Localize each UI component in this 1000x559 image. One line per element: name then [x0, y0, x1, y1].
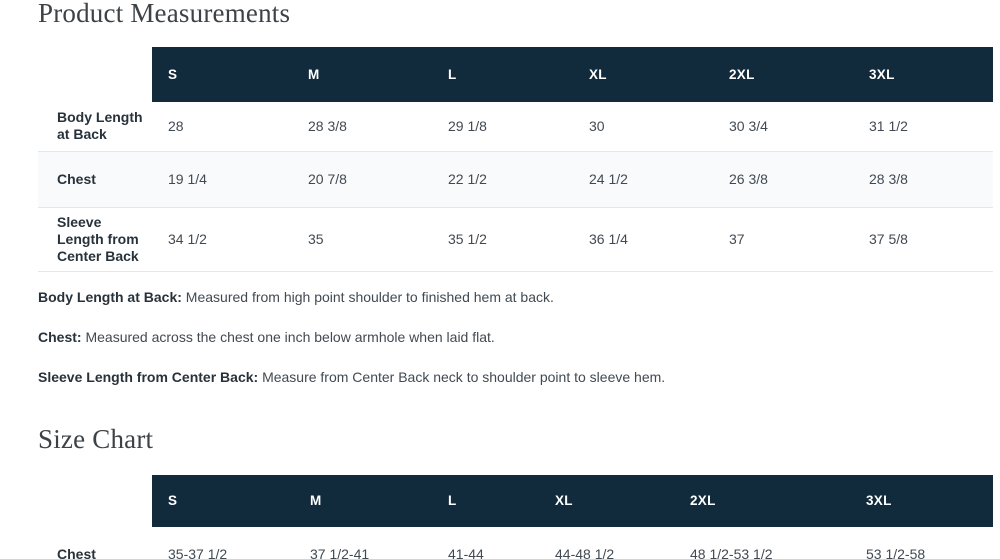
definition-chest: Chest: Measured across the chest one inc…: [38, 327, 1000, 347]
product-measurements-table: S M L XL 2XL 3XL Body Length at Back 28 …: [38, 47, 993, 272]
cell-value: 37 1/2-41: [310, 545, 370, 559]
cell-value: 28 3/8: [869, 170, 908, 187]
row-label: Chest: [57, 545, 96, 559]
cell-value: 29 1/8: [448, 117, 487, 134]
table-row-chest: Chest 19 1/4 20 7/8 22 1/2 24 1/2 26 3/8…: [38, 151, 993, 207]
column-header-l: L: [432, 474, 539, 527]
cell-value: 30: [589, 117, 605, 134]
size-chart-table: S M L XL 2XL 3XL Chest 35-37 1/2 37 1/2-…: [38, 474, 993, 559]
row-label: Chest: [57, 170, 96, 187]
definition-text: Measure from Center Back neck to shoulde…: [262, 368, 666, 385]
column-header-l: L: [432, 47, 573, 102]
table-row-chest-range: Chest 35-37 1/2 37 1/2-41 41-44 44-48 1/…: [38, 527, 993, 559]
column-header-3xl: 3XL: [850, 474, 993, 527]
cell-value: 37: [729, 230, 745, 247]
definition-term: Chest:: [38, 328, 82, 345]
empty-corner-cell: [38, 475, 152, 527]
cell-value: 36 1/4: [589, 230, 628, 247]
measurements-table-header: S M L XL 2XL 3XL: [38, 47, 993, 102]
cell-value: 34 1/2: [168, 230, 207, 247]
cell-value: 28 3/8: [308, 117, 347, 134]
column-header-s: S: [152, 47, 292, 102]
row-label: Sleeve Length from Center Back: [57, 213, 139, 264]
column-header-3xl: 3XL: [853, 47, 993, 102]
cell-value: 53 1/2-58: [866, 545, 926, 559]
table-row-sleeve-length: Sleeve Length from Center Back 34 1/2 35…: [38, 207, 993, 271]
definition-body-length: Body Length at Back: Measured from high …: [38, 287, 1000, 307]
cell-value: 24 1/2: [589, 170, 628, 187]
row-label: Body Length at Back: [57, 109, 143, 143]
size-chart-table-header: S M L XL 2XL 3XL: [38, 474, 993, 527]
cell-value: 48 1/2-53 1/2: [690, 545, 773, 559]
cell-value: 35-37 1/2: [168, 545, 228, 559]
cell-value: 28: [168, 117, 184, 134]
definition-sleeve-length: Sleeve Length from Center Back: Measure …: [38, 367, 1000, 387]
column-header-xl: XL: [539, 474, 674, 527]
column-header-2xl: 2XL: [674, 474, 850, 527]
cell-value: 35 1/2: [448, 230, 487, 247]
cell-value: 37 5/8: [869, 230, 908, 247]
column-header-s: S: [152, 474, 294, 527]
definition-term: Sleeve Length from Center Back:: [38, 368, 259, 385]
definition-term: Body Length at Back:: [38, 288, 182, 305]
definition-text: Measured across the chest one inch below…: [85, 328, 495, 345]
column-header-2xl: 2XL: [713, 47, 853, 102]
measurement-definitions: Body Length at Back: Measured from high …: [38, 287, 1000, 387]
product-measurements-title: Product Measurements: [38, 0, 291, 28]
cell-value: 22 1/2: [448, 170, 487, 187]
empty-corner-cell: [38, 47, 152, 102]
cell-value: 35: [308, 230, 324, 247]
column-header-m: M: [292, 47, 432, 102]
cell-value: 41-44: [448, 545, 484, 559]
column-header-xl: XL: [573, 47, 713, 102]
table-row-body-length: Body Length at Back 28 28 3/8 29 1/8 30 …: [38, 102, 993, 151]
cell-value: 44-48 1/2: [555, 545, 615, 559]
cell-value: 30 3/4: [729, 117, 768, 134]
cell-value: 19 1/4: [168, 170, 207, 187]
definition-text: Measured from high point shoulder to fin…: [185, 288, 554, 305]
column-header-m: M: [294, 474, 432, 527]
cell-value: 31 1/2: [869, 117, 908, 134]
size-chart-title: Size Chart: [38, 423, 154, 454]
cell-value: 20 7/8: [308, 170, 347, 187]
cell-value: 26 3/8: [729, 170, 768, 187]
